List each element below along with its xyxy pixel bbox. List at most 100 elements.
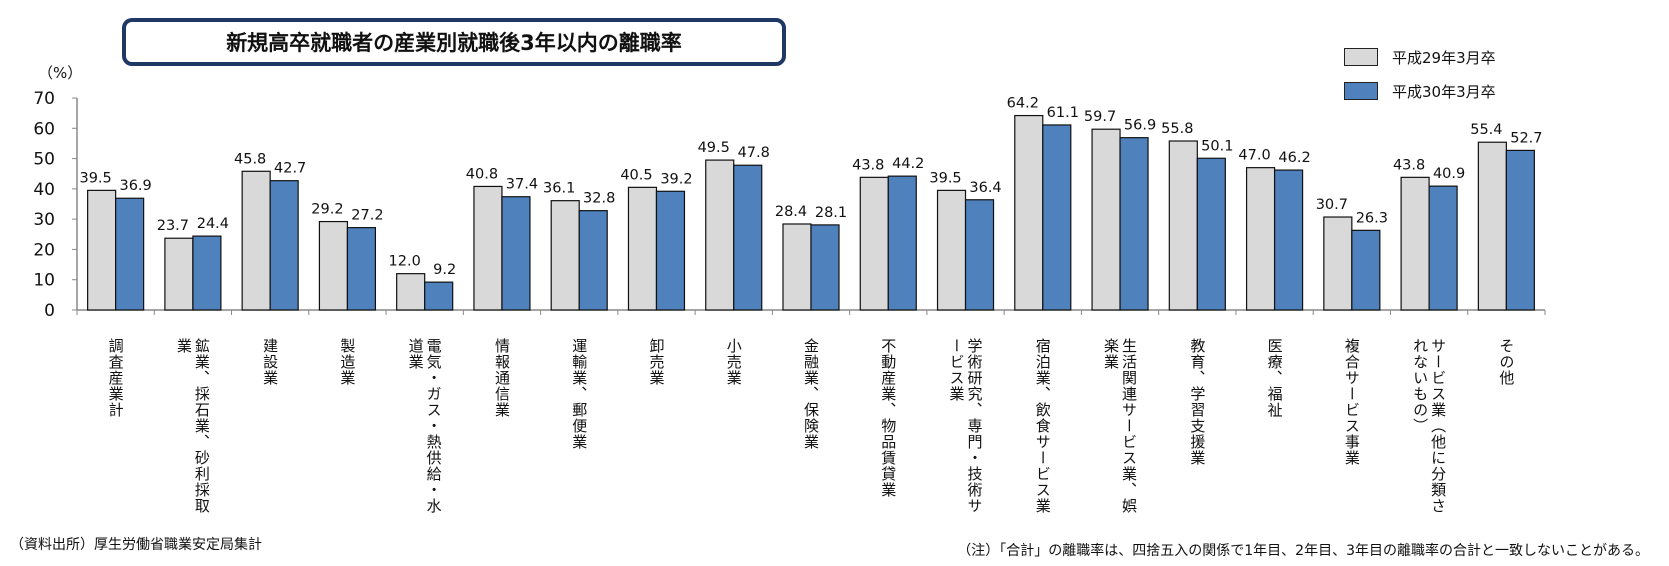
- x-tick-label: その他: [1497, 338, 1516, 386]
- bar: [810, 224, 840, 311]
- x-tick-label: 金融業、保険業: [802, 338, 820, 450]
- x-tick-label: 宿泊業、飲食サービス業: [1033, 338, 1052, 514]
- bar: [705, 159, 735, 311]
- bar: [936, 189, 967, 311]
- data-label: 32.8: [583, 191, 615, 207]
- bar: [1042, 124, 1072, 311]
- x-tick-label: 鉱業、採石業、砂利採取業: [174, 338, 211, 514]
- bar: [318, 220, 349, 311]
- bar: [1477, 141, 1507, 311]
- data-label: 43.8: [852, 157, 884, 173]
- x-tick-label: 運輸業、郵便業: [570, 338, 589, 450]
- data-label: 44.2: [892, 156, 924, 172]
- legend-swatch: [1344, 82, 1378, 100]
- footnote: （注）「合計」の離職率は、四捨五入の関係で1年目、2年目、3年目の離職率の合計と…: [957, 543, 1649, 559]
- bar: [1014, 114, 1044, 311]
- data-label: 24.4: [197, 216, 229, 232]
- legend-item-h30: 平成30年3月卒: [1344, 74, 1496, 108]
- data-label: 40.8: [466, 166, 498, 182]
- legend-swatch: [1344, 48, 1378, 66]
- source-note: （資料出所）厚生労働省職業安定局集計: [10, 537, 262, 553]
- legend-label: 平成30年3月卒: [1392, 82, 1496, 101]
- bar: [782, 223, 812, 311]
- y-tick-label: 0: [44, 301, 55, 321]
- data-label: 36.4: [969, 180, 1001, 196]
- y-tick-label: 70: [33, 89, 55, 109]
- y-axis-unit: （%）: [38, 64, 83, 82]
- y-tick-label: 60: [33, 119, 55, 139]
- bar: [1091, 128, 1121, 311]
- data-label: 45.8: [234, 151, 266, 167]
- y-tick-label: 30: [33, 210, 55, 230]
- data-label: 64.2: [1007, 96, 1039, 112]
- bar: [1168, 140, 1198, 311]
- data-label: 55.8: [1161, 121, 1193, 137]
- x-tick-label: 医療、福祉: [1265, 338, 1284, 418]
- x-tick-label: 生活関連サービス業、娯楽業: [1102, 338, 1139, 514]
- bar: [1119, 137, 1149, 311]
- x-tick-label: 製造業: [338, 338, 357, 386]
- bar: [655, 190, 686, 311]
- bar: [396, 273, 426, 311]
- data-label: 9.2: [433, 262, 456, 278]
- data-label: 23.7: [157, 218, 189, 234]
- x-tick-label: 不動産業、物品賃貸業: [879, 338, 898, 498]
- legend: 平成29年3月卒 平成30年3月卒: [1344, 40, 1496, 108]
- x-tick-label: 電気・ガス・熱供給・水道業: [406, 338, 443, 514]
- bar: [733, 164, 763, 311]
- bar: [1323, 216, 1353, 311]
- bar: [346, 227, 377, 311]
- bar: [964, 199, 995, 311]
- bar: [269, 180, 299, 311]
- data-label: 39.5: [929, 170, 961, 186]
- x-tick-label: 学術研究、専門・技術サービス業: [947, 338, 984, 514]
- bar: [473, 185, 503, 311]
- data-label: 55.4: [1470, 122, 1502, 138]
- bar: [1505, 149, 1535, 311]
- bar: [859, 176, 889, 311]
- data-label: 46.2: [1278, 150, 1310, 166]
- bar: [1245, 167, 1276, 311]
- data-label: 37.4: [506, 177, 538, 193]
- x-tick-label: 教育、学習支援業: [1188, 338, 1207, 466]
- data-label: 28.1: [815, 205, 847, 221]
- data-label: 43.8: [1393, 157, 1425, 173]
- bar: [550, 200, 580, 311]
- data-label: 42.7: [274, 161, 306, 177]
- bar: [501, 196, 531, 311]
- bar: [1273, 169, 1304, 311]
- data-label: 39.5: [79, 170, 111, 186]
- data-label: 28.4: [775, 204, 807, 220]
- bar: [241, 170, 271, 311]
- x-tick-label: 調査産業計: [106, 338, 125, 418]
- bar: [1351, 229, 1381, 311]
- data-label: 52.7: [1510, 130, 1542, 146]
- data-label: 36.1: [543, 181, 575, 197]
- data-label: 47.8: [738, 145, 770, 161]
- data-label: 40.9: [1433, 166, 1465, 182]
- x-tick-label: 卸売業: [647, 338, 666, 386]
- data-label: 49.5: [698, 140, 730, 156]
- bar: [1400, 176, 1430, 311]
- data-label: 26.3: [1356, 210, 1388, 226]
- x-tick-label: 複合サービス事業: [1342, 338, 1361, 466]
- data-label: 30.7: [1316, 197, 1348, 213]
- y-tick-label: 50: [33, 150, 55, 170]
- legend-item-h29: 平成29年3月卒: [1344, 40, 1496, 74]
- data-label: 36.9: [119, 178, 151, 194]
- x-tick-label: 情報通信業: [492, 338, 511, 418]
- data-label: 39.2: [660, 171, 692, 187]
- bar: [115, 197, 145, 311]
- bar: [424, 281, 454, 311]
- y-tick-label: 10: [33, 271, 55, 291]
- bar: [627, 186, 658, 311]
- data-label: 61.1: [1047, 105, 1079, 121]
- bar: [164, 237, 194, 311]
- data-label: 29.2: [311, 202, 343, 218]
- bar: [192, 235, 222, 311]
- chart-title: 新規高卒就職者の産業別就職後3年以内の離職率: [122, 18, 786, 66]
- bar: [578, 210, 608, 311]
- data-label: 47.0: [1238, 148, 1270, 164]
- data-label: 27.2: [351, 208, 383, 224]
